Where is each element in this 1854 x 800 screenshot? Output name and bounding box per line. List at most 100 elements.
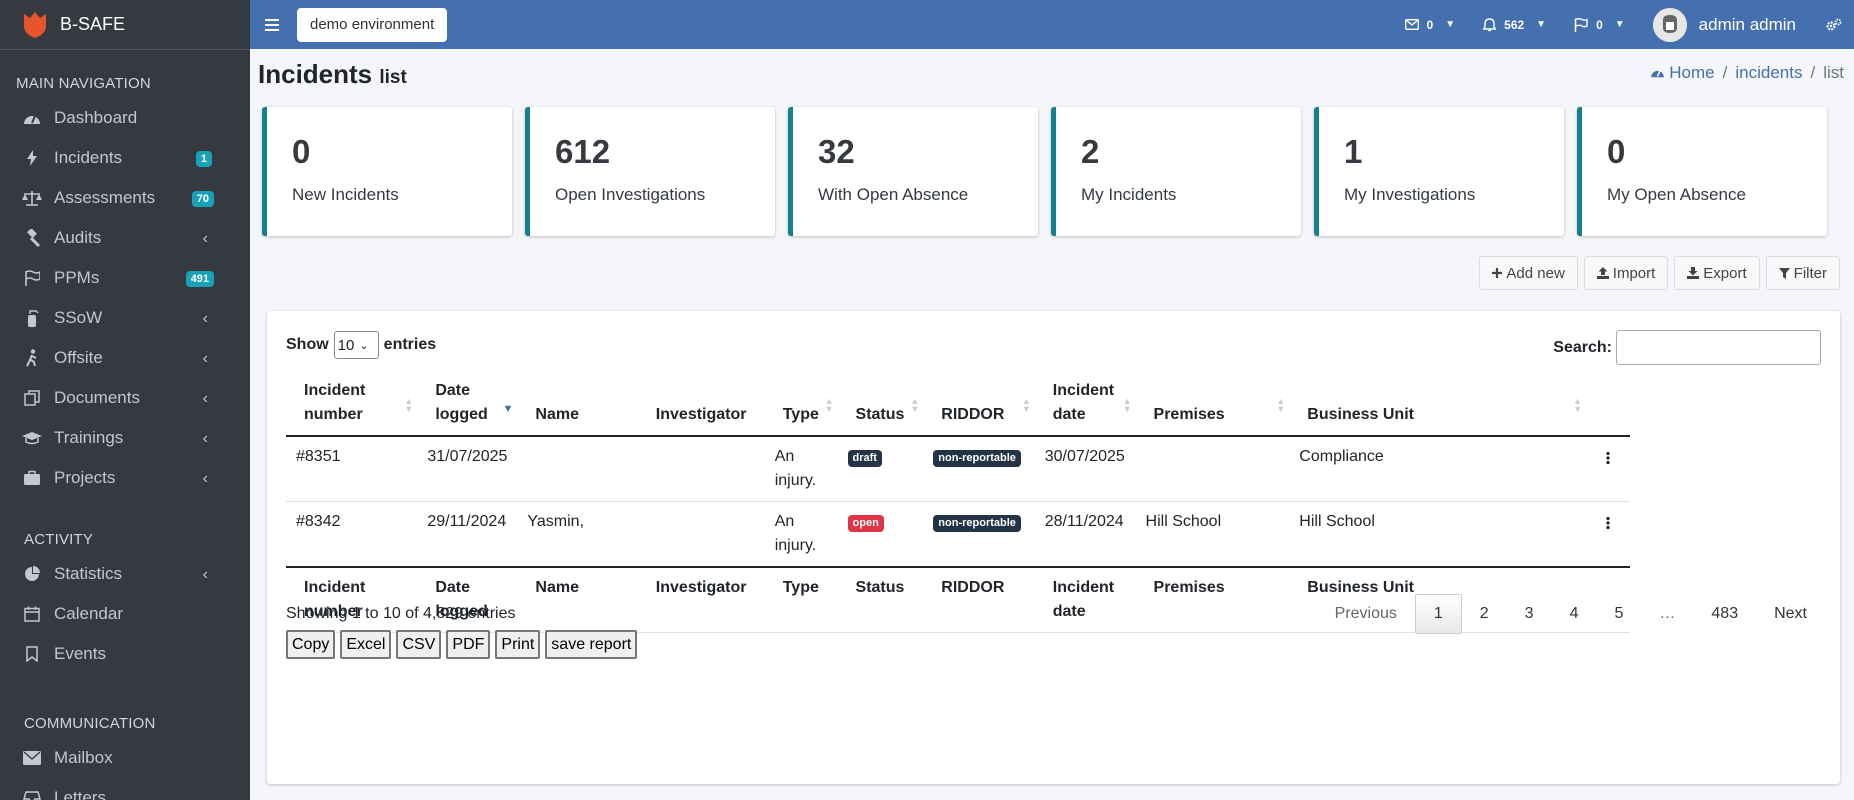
footer-investigator: Investigator: [637, 566, 765, 633]
col-incident-number[interactable]: Incident number ▲ ▼: [286, 371, 418, 437]
chevron-left-icon: ‹: [202, 310, 208, 327]
sidebar-item-calendar[interactable]: Calendar: [0, 594, 250, 634]
more-vertical-icon[interactable]: [1606, 451, 1610, 465]
sidebar-item-ssow[interactable]: SSoW ‹: [0, 298, 250, 338]
col-label: Incident: [1052, 579, 1115, 596]
sidebar-item-ppms[interactable]: PPMs 491: [0, 258, 250, 298]
sidebar-item-events[interactable]: Events: [0, 634, 250, 674]
cell-riddor: non-reportable: [923, 501, 1035, 568]
cell-business-unit-text: Compliance: [1299, 448, 1384, 465]
print-button[interactable]: Print: [495, 630, 541, 659]
pagination-page-3[interactable]: 3: [1524, 605, 1534, 622]
entries-label: entries: [383, 336, 437, 353]
breadcrumb-incidents[interactable]: incidents: [1735, 63, 1803, 82]
pagination-page-4[interactable]: 4: [1569, 605, 1579, 622]
card-with-open-absence[interactable]: 32 With Open Absence: [788, 107, 1038, 236]
col-premises[interactable]: Premises ▲ ▼: [1135, 371, 1290, 437]
col-label: Type: [782, 406, 819, 423]
pagination-page-5[interactable]: 5: [1614, 605, 1624, 622]
cell-incident-date: 28/11/2024: [1034, 501, 1136, 568]
breadcrumb-home[interactable]: Home: [1650, 63, 1715, 83]
tachometer-icon: [1650, 70, 1664, 78]
import-button[interactable]: Import: [1583, 256, 1669, 290]
hamburger-menu-icon[interactable]: [262, 18, 282, 31]
sort-icon: ▲ ▼: [404, 396, 414, 414]
environment-button[interactable]: demo environment: [297, 7, 448, 42]
sidebar-item-label: Events: [54, 644, 106, 663]
col-date-logged[interactable]: Date logged ▼: [417, 371, 518, 437]
pagination-page-483[interactable]: 483: [1711, 605, 1739, 622]
notifications-count: 562: [1504, 17, 1525, 32]
save-report-button[interactable]: save report: [545, 630, 638, 659]
col-riddor[interactable]: RIDDOR ▲ ▼: [923, 371, 1035, 437]
col-name[interactable]: Name: [517, 371, 638, 437]
col-label: Name: [535, 406, 579, 423]
pagination-previous[interactable]: Previous: [1334, 605, 1397, 622]
card-new-incidents[interactable]: 0 New Incidents: [262, 107, 512, 236]
sort-icon: ▲ ▼: [1573, 396, 1582, 414]
chevron-left-icon: ‹: [202, 390, 208, 407]
notifications-dropdown[interactable]: 562 ▼: [1483, 18, 1546, 32]
sidebar-item-projects[interactable]: Projects ‹: [0, 458, 250, 498]
brand[interactable]: B-SAFE: [0, 0, 250, 50]
status-badge: draft: [847, 450, 882, 467]
flag-icon: [1574, 17, 1588, 32]
col-business-unit[interactable]: Business Unit ▲ ▼: [1289, 371, 1630, 437]
col-type[interactable]: Type ▲ ▼: [764, 371, 838, 437]
filter-button[interactable]: Filter: [1765, 256, 1840, 290]
caret-down-icon: ▼: [1614, 19, 1625, 30]
sidebar-item-trainings[interactable]: Trainings ‹: [0, 418, 250, 458]
nav-header-communication: COMMUNICATION: [24, 715, 156, 732]
card-my-open-absence[interactable]: 0 My Open Absence: [1577, 107, 1827, 236]
col-status[interactable]: Status ▲ ▼: [837, 371, 924, 437]
flags-dropdown[interactable]: 0 ▼: [1574, 18, 1625, 32]
status-badge: open: [847, 515, 884, 532]
table-row[interactable]: #8342 29/11/2024 Yasmin, An injury. open …: [286, 501, 1630, 568]
table-row[interactable]: #8351 31/07/2025 An injury. draft non-rep…: [286, 436, 1630, 502]
csv-button[interactable]: CSV: [396, 630, 442, 659]
riddor-badge: non-reportable: [933, 450, 1021, 467]
col-label: Incident: [304, 579, 366, 596]
messages-dropdown[interactable]: 0 ▼: [1404, 18, 1455, 32]
card-open-investigations[interactable]: 612 Open Investigations: [525, 107, 775, 236]
gears-icon[interactable]: [1826, 18, 1842, 32]
cell-type-text: injury.: [774, 472, 817, 489]
sidebar-item-letters[interactable]: Letters: [0, 778, 250, 800]
sidebar-item-dashboard[interactable]: Dashboard: [0, 98, 250, 138]
col-label: Premises: [1153, 406, 1225, 423]
cell-date-logged: 31/07/2025: [417, 436, 518, 502]
user-menu[interactable]: admin admin: [1652, 7, 1796, 42]
add-new-button[interactable]: Add new: [1479, 256, 1578, 290]
sidebar-item-audits[interactable]: Audits ‹: [0, 218, 250, 258]
sidebar-item-statistics[interactable]: Statistics ‹: [0, 554, 250, 594]
copy-button[interactable]: Copy: [286, 630, 336, 659]
col-label: logged: [435, 406, 488, 423]
cell-premises: Hill School: [1135, 501, 1290, 568]
pagination-next[interactable]: Next: [1774, 605, 1807, 622]
col-incident-date[interactable]: Incident date ▲ ▼: [1034, 371, 1136, 437]
breadcrumb-separator: /: [1810, 63, 1816, 82]
sidebar-item-incidents[interactable]: Incidents 1: [0, 138, 250, 178]
card-my-investigations[interactable]: 1 My Investigations: [1314, 107, 1564, 236]
pagination-page-1[interactable]: 1: [1414, 594, 1462, 634]
sidebar-item-documents[interactable]: Documents ‹: [0, 378, 250, 418]
bell-icon: [1483, 17, 1497, 31]
excel-button[interactable]: Excel: [340, 630, 392, 659]
sidebar-item-offsite[interactable]: Offsite ‹: [0, 338, 250, 378]
footer-riddor: RIDDOR: [923, 566, 1035, 633]
col-investigator[interactable]: Investigator: [637, 371, 765, 437]
card-my-incidents[interactable]: 2 My Incidents: [1051, 107, 1301, 236]
cell-type-text: An: [774, 513, 795, 530]
sidebar-item-mailbox[interactable]: Mailbox: [0, 738, 250, 778]
pdf-button[interactable]: PDF: [446, 630, 491, 659]
search-input[interactable]: [1616, 330, 1821, 365]
nav-header-activity: ACTIVITY: [24, 531, 94, 548]
more-vertical-icon[interactable]: [1606, 516, 1610, 530]
flags-count: 0: [1596, 17, 1603, 32]
entries-select[interactable]: 10 ⌄: [333, 331, 379, 359]
export-button[interactable]: Export: [1674, 256, 1760, 290]
chevron-down-icon: ⌄: [359, 339, 369, 352]
card-label: My Investigations: [1344, 185, 1476, 204]
pagination-page-2[interactable]: 2: [1479, 605, 1489, 622]
sidebar-item-assessments[interactable]: Assessments 70: [0, 178, 250, 218]
